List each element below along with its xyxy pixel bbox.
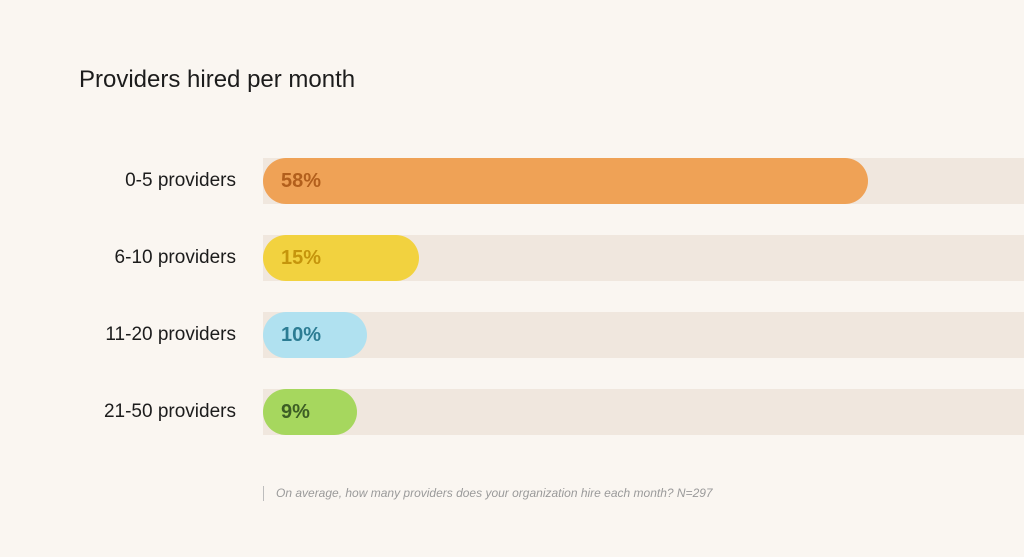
bar-track: 10% xyxy=(263,312,1024,358)
bar xyxy=(263,235,420,281)
footnote: On average, how many providers does your… xyxy=(263,486,713,501)
bar xyxy=(263,158,868,204)
category-label: 0-5 providers xyxy=(125,170,236,191)
bar-row: 11-20 providers 10% xyxy=(0,312,1024,358)
data-label: 58% xyxy=(281,170,322,192)
bar-row: 0-5 providers 58% xyxy=(0,158,1024,204)
chart-title: Providers hired per month xyxy=(79,66,356,93)
bar xyxy=(263,312,368,358)
data-label: 15% xyxy=(281,247,322,269)
bar-track: 9% xyxy=(263,389,1024,435)
bar-row: 6-10 providers 15% xyxy=(0,235,1024,281)
bar-track: 15% xyxy=(263,235,1024,281)
category-label: 21-50 providers xyxy=(103,401,236,422)
bar-rows: 0-5 providers 58% 6-10 providers 15% 11-… xyxy=(0,158,1024,466)
bar-track: 58% xyxy=(263,158,1024,204)
data-label: 10% xyxy=(281,324,322,346)
bar-row: 21-50 providers 9% xyxy=(0,389,1024,435)
category-label: 6-10 providers xyxy=(114,247,236,268)
bar xyxy=(263,389,357,435)
data-label: 9% xyxy=(281,401,310,423)
category-label: 11-20 providers xyxy=(105,324,236,345)
